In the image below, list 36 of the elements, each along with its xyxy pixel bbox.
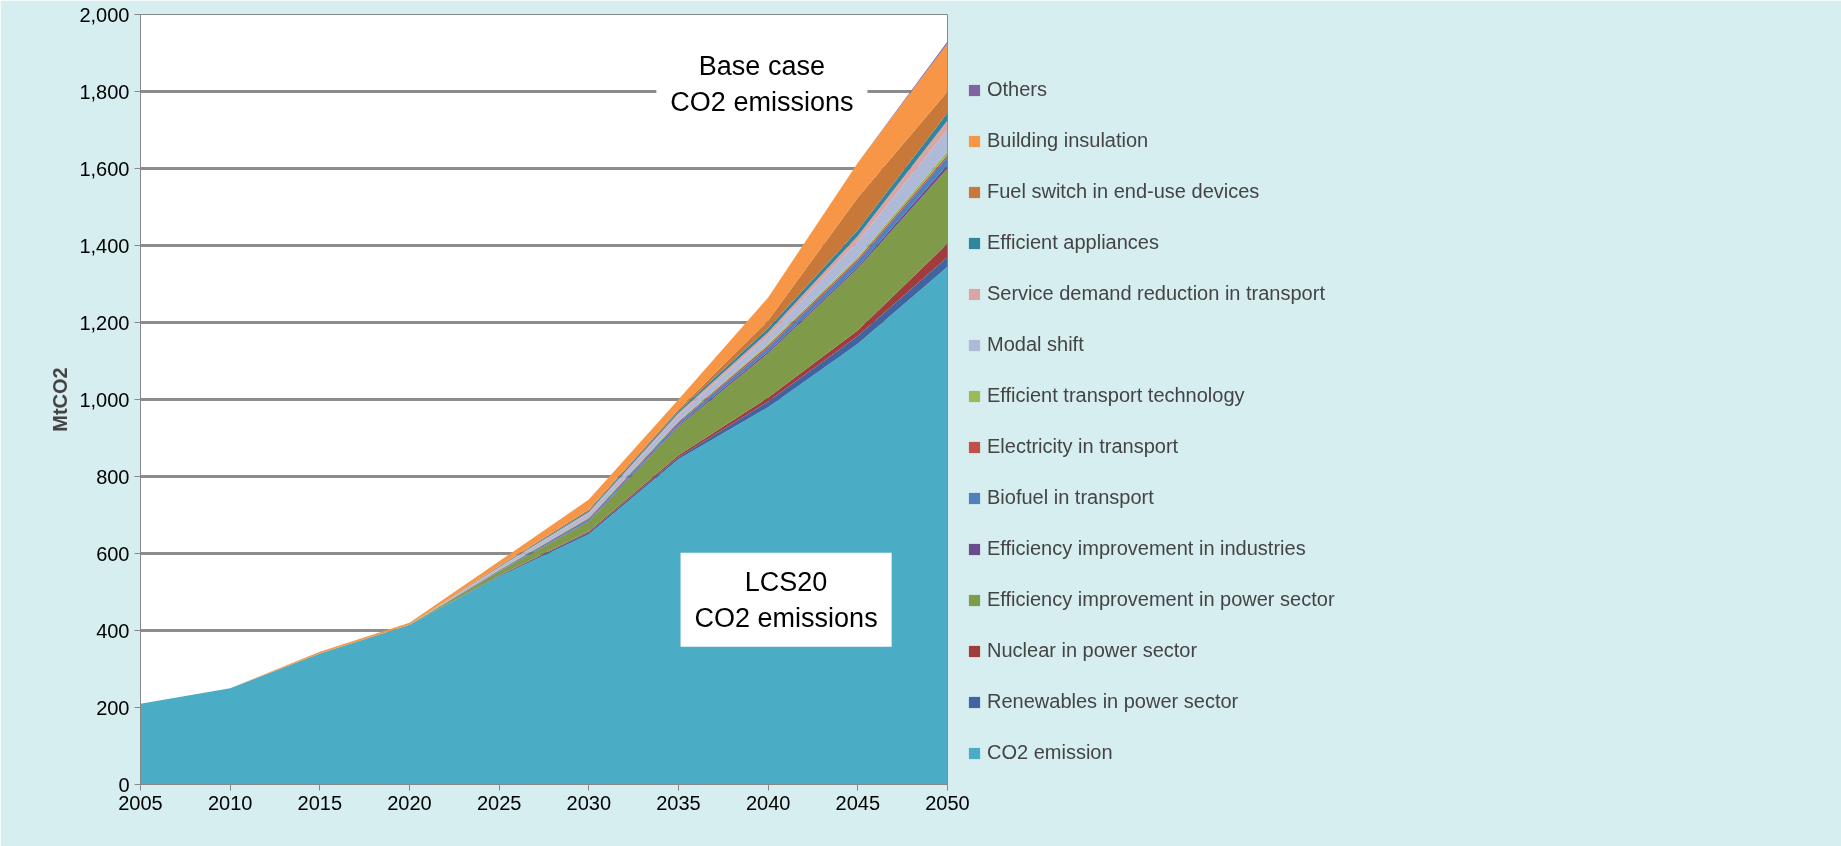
y-tick-label: 1,600 <box>79 157 130 180</box>
y-tick-label: 200 <box>96 696 130 719</box>
legend-label: Biofuel in transport <box>987 486 1154 509</box>
legend-label: Efficient transport technology <box>987 384 1245 407</box>
x-tick-label: 2035 <box>656 791 701 814</box>
legend-label: Efficiency improvement in power sector <box>987 588 1335 611</box>
x-tick-label: 2040 <box>745 791 791 814</box>
legend-label: Efficiency improvement in industries <box>987 537 1306 560</box>
y-axis-title: MtCO2 <box>49 367 72 432</box>
y-tick-label: 1,200 <box>79 311 130 334</box>
y-tick-label: 1,000 <box>79 388 130 411</box>
legend-label: Electricity in transport <box>987 435 1179 458</box>
x-tick-label: 2025 <box>476 791 522 814</box>
annotation: Base case CO2 emissions <box>670 50 854 117</box>
y-tick-label: 2,000 <box>79 3 130 26</box>
legend-label: Modal shift <box>987 333 1084 356</box>
legend-label: Service demand reduction in transport <box>987 282 1325 305</box>
x-tick-label: 2020 <box>387 791 432 814</box>
y-tick-label: 1,800 <box>79 80 130 103</box>
x-tick-label: 2050 <box>925 791 970 814</box>
legend-label: Efficient appliances <box>987 231 1159 254</box>
annotation: LCS20 CO2 emissions <box>694 566 878 633</box>
y-tick-label: 400 <box>96 619 130 642</box>
x-tick-label: 2030 <box>566 791 612 814</box>
legend-label: Fuel switch in end-use devices <box>987 180 1260 203</box>
y-tick-label: 1,400 <box>79 234 130 257</box>
legend-label: Building insulation <box>987 129 1149 152</box>
x-tick-label: 2015 <box>297 791 343 814</box>
y-tick-label: 800 <box>96 465 130 488</box>
legend-label: CO2 emission <box>987 741 1113 764</box>
legend-label: Nuclear in power sector <box>987 639 1198 662</box>
x-tick-label: 2010 <box>207 791 253 814</box>
x-tick-label: 2045 <box>835 791 881 814</box>
legend-label: Renewables in power sector <box>987 690 1239 713</box>
legend-label: Others <box>987 78 1048 101</box>
y-tick-label: 600 <box>96 542 130 565</box>
